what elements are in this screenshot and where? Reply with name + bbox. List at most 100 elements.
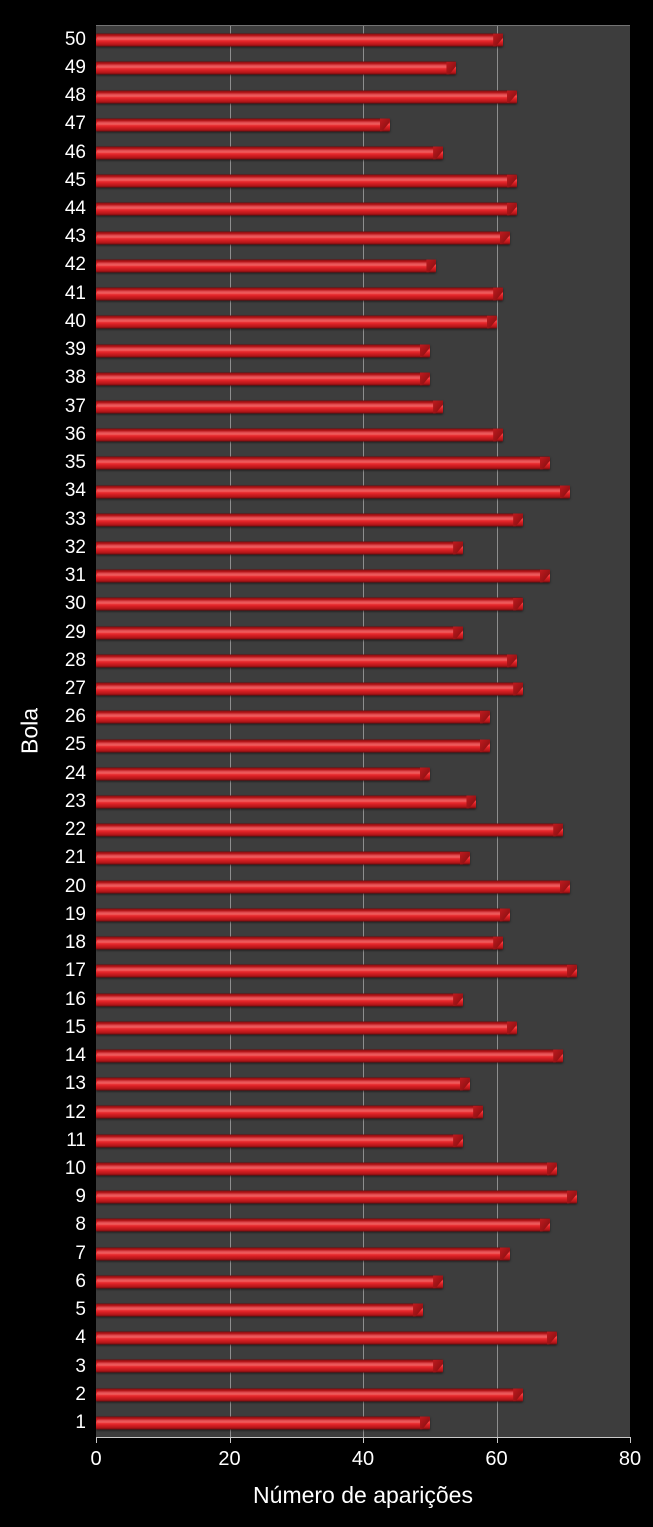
bar-row [96, 703, 630, 731]
bar-bola-43 [96, 231, 510, 245]
bar-row [96, 1324, 630, 1352]
x-axis-line [96, 1437, 631, 1438]
y-tick-label-4: 4 [75, 1327, 86, 1349]
y-tick-label-16: 16 [64, 988, 86, 1010]
y-tick-label-17: 17 [64, 960, 86, 982]
bar-row [96, 167, 630, 195]
y-tick-label-6: 6 [75, 1270, 86, 1292]
bar-bola-32 [96, 541, 464, 555]
bar-bola-4 [96, 1331, 557, 1345]
x-axis-title: Número de aparições [253, 1482, 473, 1508]
y-tick-label-26: 26 [64, 706, 86, 728]
y-tick-label-8: 8 [75, 1214, 86, 1236]
bar-row [96, 873, 630, 901]
bar-bola-8 [96, 1218, 550, 1232]
y-tick-label-49: 49 [64, 56, 86, 78]
y-tick-label-21: 21 [64, 847, 86, 869]
y-tick-label-5: 5 [75, 1299, 86, 1321]
bar-bola-47 [96, 118, 390, 132]
bar-bola-10 [96, 1162, 557, 1176]
y-tick-label-11: 11 [66, 1129, 86, 1151]
bar-bola-21 [96, 851, 470, 865]
bar-row [96, 1127, 630, 1155]
y-tick-label-43: 43 [64, 226, 86, 248]
bar-row [96, 1296, 630, 1324]
x-tick-label-40: 40 [351, 1448, 375, 1470]
y-tick-label-45: 45 [64, 169, 86, 191]
y-tick-label-44: 44 [64, 198, 86, 220]
x-axis-tick-labels: 0 20 40 60 80 [90, 1448, 641, 1473]
bar-bola-44 [96, 202, 517, 216]
y-tick-label-10: 10 [64, 1157, 86, 1179]
bar-row [96, 54, 630, 82]
y-tick-label-18: 18 [64, 932, 86, 954]
bar-bola-16 [96, 993, 464, 1007]
y-tick-label-39: 39 [64, 339, 86, 361]
bar-row [96, 478, 630, 506]
bar-bola-46 [96, 146, 444, 160]
bar-bola-17 [96, 964, 577, 978]
bar-bola-3 [96, 1359, 444, 1373]
bar-bola-34 [96, 485, 570, 499]
bar-bola-38 [96, 372, 430, 386]
y-tick-label-48: 48 [64, 85, 86, 107]
bar-bola-27 [96, 682, 524, 696]
y-tick-label-15: 15 [64, 1016, 86, 1038]
bar-bola-14 [96, 1049, 564, 1063]
y-tick-label-35: 35 [64, 452, 86, 474]
bar-row [96, 336, 630, 364]
y-tick-label-50: 50 [64, 28, 86, 50]
bar-row [96, 534, 630, 562]
x-tick-label-20: 20 [218, 1448, 241, 1470]
y-tick-label-23: 23 [64, 790, 86, 812]
bar-bola-1 [96, 1416, 430, 1430]
y-tick-label-14: 14 [64, 1045, 86, 1067]
bar-bola-29 [96, 626, 464, 640]
y-tick-label-47: 47 [64, 113, 86, 135]
bar-bola-13 [96, 1077, 470, 1091]
bar-row [96, 139, 630, 167]
y-tick-label-32: 32 [64, 536, 86, 558]
y-tick-label-27: 27 [64, 678, 86, 699]
bar-row [96, 816, 630, 844]
y-tick-label-40: 40 [64, 310, 86, 332]
y-tick-label-46: 46 [64, 141, 86, 163]
bar-row [96, 1155, 630, 1183]
bar-bola-45 [96, 174, 517, 188]
bar-row [96, 224, 630, 252]
y-tick-label-12: 12 [64, 1101, 86, 1123]
plot-area [96, 25, 630, 1437]
bar-row [96, 1211, 630, 1239]
bar-row [96, 421, 630, 449]
y-axis-tick-labels: 50 49 48 47 46 45 44 43 42 41 40 39 38 37 36 35 34 33 32 31… [0, 25, 86, 1437]
bar-bola-6 [96, 1275, 444, 1289]
bar-row [96, 590, 630, 618]
bar-row [96, 957, 630, 985]
bar-row [96, 1014, 630, 1042]
bar-row [96, 985, 630, 1013]
bar-bola-30 [96, 597, 524, 611]
y-tick-label-24: 24 [64, 762, 86, 784]
bar-bola-5 [96, 1303, 424, 1317]
bar-bola-50 [96, 33, 504, 47]
gridline-40 [363, 26, 364, 1437]
y-tick-label-3: 3 [75, 1355, 86, 1377]
bar-bola-23 [96, 795, 477, 809]
gridline-20 [229, 26, 231, 1437]
y-tick-label-38: 38 [64, 367, 86, 389]
y-tick-label-2: 2 [75, 1383, 86, 1405]
x-tick-label-0: 0 [90, 1448, 102, 1470]
bar-row [96, 82, 630, 110]
bar-bola-42 [96, 259, 437, 273]
gridline-60 [496, 26, 498, 1437]
bar-bola-35 [96, 456, 550, 470]
y-tick-label-31: 31 [64, 565, 86, 587]
bar-bola-12 [96, 1105, 484, 1119]
bar-bola-40 [96, 315, 497, 329]
x-tickmark-20 [229, 1438, 231, 1443]
y-tick-label-22: 22 [64, 819, 86, 841]
y-tick-label-28: 28 [64, 649, 86, 671]
bar-row [96, 1042, 630, 1070]
bar-row [96, 393, 630, 421]
